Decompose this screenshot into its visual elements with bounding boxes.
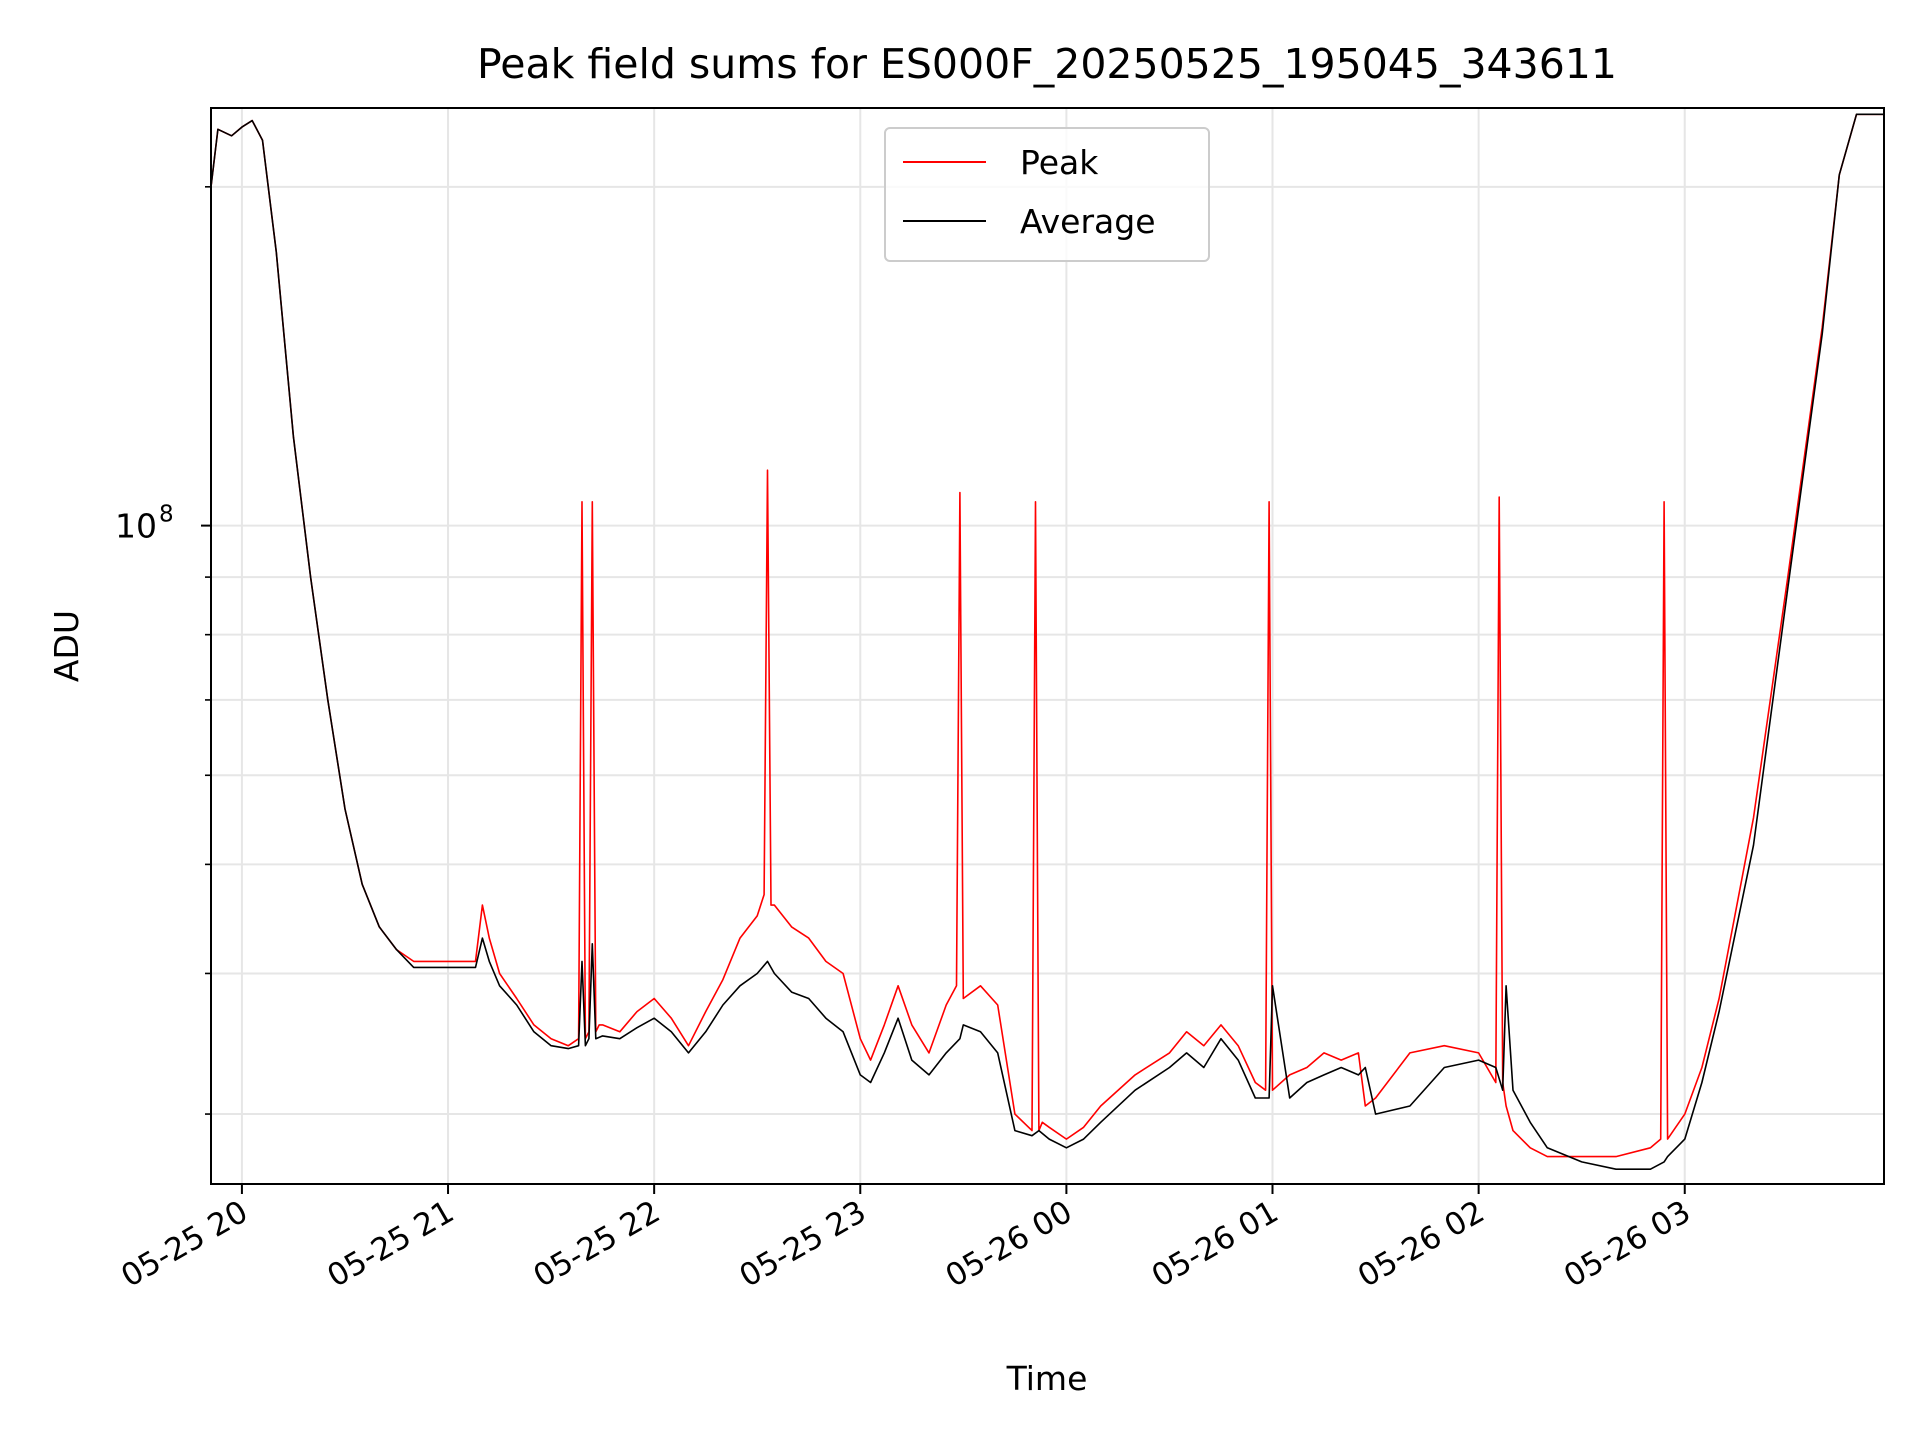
series-line-average xyxy=(211,113,1884,1170)
grid-lines xyxy=(211,108,1884,1184)
chart-title: Peak field sums for ES000F_20250525_1950… xyxy=(477,40,1617,88)
y-tick-label-base: 10 xyxy=(115,507,157,546)
series-line-peak xyxy=(211,113,1884,1158)
plot-area-frame xyxy=(210,107,1885,1185)
legend-peak-label: Peak xyxy=(1020,143,1099,182)
y-axis: 10 8 xyxy=(115,186,211,1115)
series-layer xyxy=(211,113,1884,1170)
legend: Peak Average xyxy=(884,127,1210,262)
legend-average-label: Average xyxy=(1020,202,1156,241)
y-tick-label-exponent: 8 xyxy=(159,502,174,528)
y-axis-label: ADU xyxy=(47,610,86,682)
x-axis-label: Time xyxy=(1006,1359,1088,1398)
